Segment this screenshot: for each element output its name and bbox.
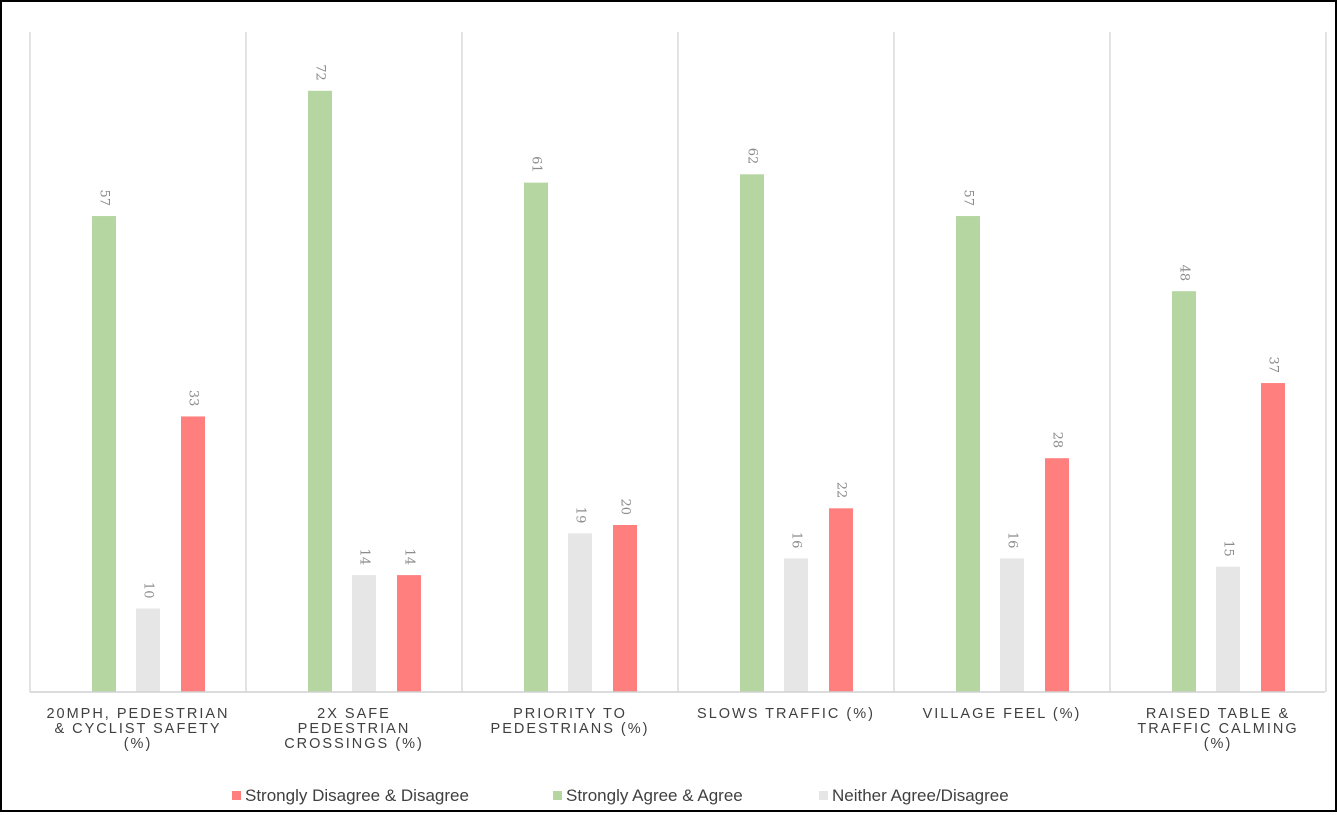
data-label: 33 <box>186 390 201 407</box>
legend-label: Strongly Disagree & Disagree <box>245 786 469 805</box>
legend-swatch <box>232 791 241 800</box>
data-label: 10 <box>141 582 156 599</box>
category-label: VILLAGE FEEL (%) <box>923 706 1082 722</box>
bar <box>956 216 980 693</box>
category-label: 2X SAFE <box>317 706 391 722</box>
category-label: RAISED TABLE & <box>1146 706 1290 722</box>
category-label: & CYCLIST SAFETY <box>54 721 221 737</box>
data-label: 62 <box>745 148 760 165</box>
category-label: CROSSINGS (%) <box>284 736 424 752</box>
bar <box>136 608 160 692</box>
category-label: (%) <box>124 736 153 752</box>
category-label: PEDESTRIANS (%) <box>491 721 650 737</box>
category-label: TRAFFIC CALMING <box>1137 721 1298 737</box>
bar <box>181 416 205 692</box>
data-label: 28 <box>1050 432 1065 449</box>
bar <box>613 525 637 692</box>
data-label: 14 <box>357 549 372 566</box>
bar <box>524 182 548 692</box>
data-label: 22 <box>834 482 849 499</box>
bar <box>568 533 592 692</box>
bar <box>784 558 808 692</box>
category-label: (%) <box>1204 736 1233 752</box>
data-label: 61 <box>529 156 544 173</box>
data-label: 20 <box>618 498 633 515</box>
category-labels: 20MPH, PEDESTRIAN& CYCLIST SAFETY(%)2X S… <box>46 706 1298 752</box>
bar <box>740 174 764 693</box>
data-label: 48 <box>1177 265 1192 282</box>
bar <box>308 90 332 693</box>
data-label: 72 <box>313 64 328 81</box>
legend-label: Strongly Agree & Agree <box>566 786 743 805</box>
bar <box>829 508 853 692</box>
data-label: 14 <box>402 549 417 566</box>
legend-swatch <box>819 791 828 800</box>
legend-swatch <box>553 791 562 800</box>
data-label: 16 <box>1005 532 1020 549</box>
data-label: 15 <box>1221 540 1236 557</box>
bar <box>352 575 376 692</box>
bars <box>92 90 1285 693</box>
data-label: 19 <box>573 507 588 524</box>
value-labels: 57 10 33 72 14 14 61 19 20 62 16 22 57 16 28 48 15 37 <box>97 64 1281 598</box>
bar <box>1045 458 1069 692</box>
bar <box>92 216 116 693</box>
category-label: PRIORITY TO <box>513 706 627 722</box>
category-label: PEDESTRIAN <box>298 721 411 737</box>
category-label: SLOWS TRAFFIC (%) <box>697 706 875 722</box>
legend-label: Neither Agree/Disagree <box>832 786 1009 805</box>
bar <box>1216 566 1240 692</box>
bar <box>1172 291 1196 692</box>
category-dividers <box>29 32 1327 692</box>
data-label: 57 <box>97 190 112 207</box>
bar <box>1000 558 1024 692</box>
bar <box>1261 383 1285 692</box>
data-label: 57 <box>961 190 976 207</box>
legend: Strongly Disagree & Disagree Strongly Agr… <box>232 786 1009 805</box>
bar <box>397 575 421 692</box>
category-label: 20MPH, PEDESTRIAN <box>46 706 229 722</box>
data-label: 37 <box>1266 357 1281 374</box>
data-label: 16 <box>789 532 804 549</box>
